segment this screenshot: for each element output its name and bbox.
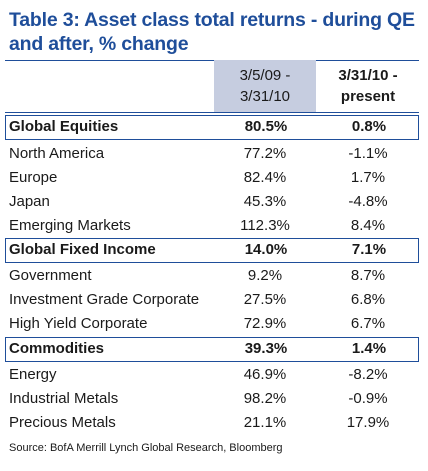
after-qe-value: -4.8%: [348, 193, 388, 210]
during-qe-value: 112.3%: [240, 217, 290, 234]
table-row: Energy 46.9% -8.2%: [5, 363, 419, 387]
table-row: Emerging Markets 112.3% 8.4%: [5, 214, 419, 238]
row-label: Europe: [9, 169, 58, 186]
after-qe-value: 7.1%: [351, 241, 387, 258]
table-row: Japan 45.3% -4.8%: [5, 190, 419, 214]
table-row: Precious Metals 21.1% 17.9%: [5, 411, 419, 435]
row-label: Investment Grade Corporate: [9, 291, 200, 308]
row-label: Energy: [9, 366, 57, 383]
table-group-row: Commodities 39.3% 1.4%: [5, 337, 419, 362]
after-qe-value: 6.8%: [350, 291, 386, 308]
row-label: Government: [9, 267, 92, 284]
during-qe-value: 82.4%: [243, 169, 287, 186]
row-label: Global Fixed Income: [9, 241, 156, 258]
after-qe-value: 17.9%: [346, 414, 390, 431]
after-qe-value: 1.4%: [351, 340, 387, 357]
column-header-line: 3/5/09 -: [239, 67, 291, 84]
during-qe-value: 21.1%: [243, 414, 287, 431]
header-shade: [214, 60, 316, 112]
header-bottom-rule: [5, 112, 419, 113]
table-title: Table 3: Asset class total returns - dur…: [9, 9, 415, 55]
row-label: High Yield Corporate: [9, 315, 148, 332]
during-qe-value: 77.2%: [243, 145, 287, 162]
source-note: Source: BofA Merrill Lynch Global Resear…: [9, 442, 283, 454]
after-qe-value: 1.7%: [350, 169, 386, 186]
during-qe-value: 98.2%: [243, 390, 287, 407]
column-header-during-qe: 3/5/09 - 3/31/10: [214, 65, 316, 109]
row-label: Emerging Markets: [9, 217, 131, 234]
table-row: Investment Grade Corporate 27.5% 6.8%: [5, 288, 419, 312]
table-group-row: Global Fixed Income 14.0% 7.1%: [5, 238, 419, 263]
column-header-line: 3/31/10 -: [338, 67, 398, 84]
after-qe-value: -8.2%: [348, 366, 388, 383]
row-label: Japan: [9, 193, 50, 210]
after-qe-value: 8.4%: [350, 217, 386, 234]
after-qe-value: 6.7%: [350, 315, 386, 332]
during-qe-value: 39.3%: [244, 340, 288, 357]
header-top-rule: [5, 60, 419, 61]
table-group-row: Global Equities 80.5% 0.8%: [5, 115, 419, 140]
row-label: Industrial Metals: [9, 390, 119, 407]
column-header-after-qe: 3/31/10 - present: [318, 65, 418, 109]
during-qe-value: 45.3%: [243, 193, 287, 210]
column-header-line: present: [340, 88, 396, 105]
after-qe-value: 8.7%: [350, 267, 386, 284]
table-row: North America 77.2% -1.1%: [5, 142, 419, 166]
after-qe-value: -0.9%: [348, 390, 388, 407]
table-row: Europe 82.4% 1.7%: [5, 166, 419, 190]
after-qe-value: -1.1%: [348, 145, 388, 162]
during-qe-value: 9.2%: [247, 267, 283, 284]
row-label: Global Equities: [9, 118, 119, 135]
during-qe-value: 46.9%: [243, 366, 287, 383]
table-row: High Yield Corporate 72.9% 6.7%: [5, 312, 419, 336]
during-qe-value: 72.9%: [243, 315, 287, 332]
during-qe-value: 80.5%: [244, 118, 288, 135]
after-qe-value: 0.8%: [351, 118, 387, 135]
row-label: Precious Metals: [9, 414, 116, 431]
during-qe-value: 14.0%: [244, 241, 288, 258]
row-label: Commodities: [9, 340, 105, 357]
column-header-line: 3/31/10: [239, 88, 291, 105]
row-label: North America: [9, 145, 105, 162]
table-row: Industrial Metals 98.2% -0.9%: [5, 387, 419, 411]
table-row: Government 9.2% 8.7%: [5, 264, 419, 288]
during-qe-value: 27.5%: [243, 291, 287, 308]
